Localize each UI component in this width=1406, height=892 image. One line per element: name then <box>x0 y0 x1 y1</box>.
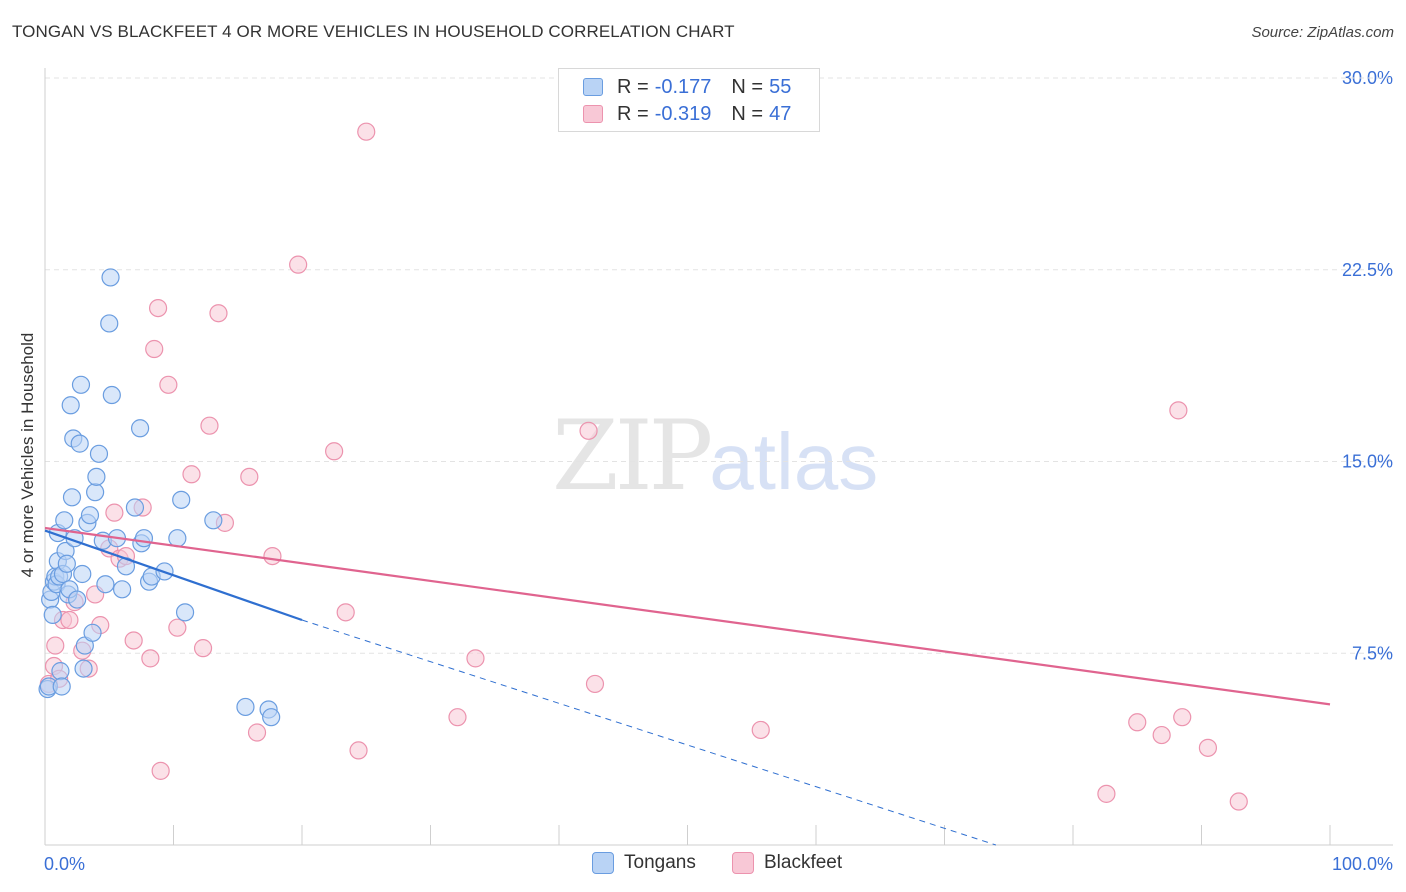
point-tongans <box>83 623 102 642</box>
point-tongans <box>89 444 109 463</box>
point-blackfeet <box>1173 708 1192 727</box>
point-blackfeet <box>357 122 376 141</box>
legend-r-label: R = <box>617 102 649 125</box>
point-tongans <box>73 564 92 584</box>
point-tongans <box>204 511 223 530</box>
y-tick-label: 30.0% <box>1342 68 1393 88</box>
point-blackfeet <box>60 610 79 630</box>
point-tongans <box>101 268 120 287</box>
bottom-legend-label-tongans: Tongans <box>624 852 696 873</box>
point-tongans <box>100 314 119 333</box>
point-tongans <box>55 511 74 530</box>
bottom-legend-tongans: Tongans <box>592 852 696 874</box>
legend-r-value-tongans: -0.177 <box>654 75 712 98</box>
legend-n-value-blackfeet: 47 <box>769 102 792 125</box>
point-blackfeet <box>263 546 282 566</box>
legend-n-label: N = <box>731 75 764 98</box>
point-blackfeet <box>145 339 164 359</box>
point-blackfeet <box>1169 401 1188 420</box>
point-tongans <box>96 575 115 594</box>
legend-r-label: R = <box>617 75 649 98</box>
point-blackfeet <box>141 649 160 668</box>
legend-n-value-tongans: 55 <box>769 75 792 98</box>
point-tongans <box>71 375 91 394</box>
point-blackfeet <box>1097 784 1116 803</box>
point-tongans <box>125 498 145 517</box>
point-blackfeet <box>1152 725 1171 745</box>
point-tongans <box>68 590 87 609</box>
trendline-extension-tongans <box>301 619 997 846</box>
point-blackfeet <box>151 761 170 780</box>
point-tongans <box>86 483 105 502</box>
point-tongans <box>51 662 70 681</box>
legend-swatch-blackfeet <box>583 105 603 123</box>
point-blackfeet <box>1128 713 1147 732</box>
point-tongans <box>175 603 195 622</box>
point-blackfeet <box>579 421 598 440</box>
point-tongans <box>43 605 62 625</box>
point-tongans <box>102 385 121 405</box>
point-blackfeet <box>193 639 213 658</box>
y-tick-label: 7.5% <box>1352 643 1393 663</box>
point-tongans <box>61 396 80 415</box>
point-blackfeet <box>124 631 143 650</box>
point-blackfeet <box>751 720 770 740</box>
y-tick-label: 15.0% <box>1342 452 1393 472</box>
point-blackfeet <box>46 636 65 655</box>
point-blackfeet <box>1229 792 1248 811</box>
bottom-legend-blackfeet: Blackfeet <box>732 852 842 874</box>
point-blackfeet <box>325 442 344 461</box>
point-tongans <box>130 419 150 438</box>
point-blackfeet <box>466 649 485 668</box>
x-tick-label-min: 0.0% <box>44 854 85 874</box>
bottom-legend-swatch-blackfeet <box>732 852 754 874</box>
point-tongans <box>62 488 82 507</box>
legend-n-label: N = <box>731 102 764 125</box>
point-blackfeet <box>289 255 308 274</box>
trendline-tongans <box>44 529 303 622</box>
bottom-legend-label-blackfeet: Blackfeet <box>764 852 843 873</box>
y-tick-label: 22.5% <box>1342 260 1393 280</box>
legend-row-tongans: R = -0.177 N = 55 <box>583 75 791 99</box>
legend-row-blackfeet: R = -0.319 N = 47 <box>583 102 791 126</box>
point-tongans <box>262 708 281 727</box>
point-blackfeet <box>240 467 259 486</box>
point-tongans <box>57 554 76 573</box>
watermark-zip: ZIP <box>552 400 713 512</box>
legend-swatch-tongans <box>583 78 603 96</box>
point-blackfeet <box>168 618 187 637</box>
point-tongans <box>134 529 154 548</box>
point-blackfeet <box>247 723 267 742</box>
point-tongans <box>70 434 89 453</box>
point-tongans <box>80 506 100 525</box>
point-blackfeet <box>1198 738 1218 757</box>
point-tongans <box>74 659 93 678</box>
point-tongans <box>112 580 132 599</box>
point-blackfeet <box>159 375 178 394</box>
point-tongans <box>168 529 187 548</box>
point-tongans <box>87 467 106 486</box>
point-blackfeet <box>105 503 124 522</box>
point-tongans <box>172 490 191 509</box>
bottom-legend-swatch-tongans <box>592 852 614 874</box>
point-blackfeet <box>209 304 228 323</box>
point-blackfeet <box>349 741 368 760</box>
point-blackfeet <box>200 416 219 435</box>
trendline-blackfeet <box>44 526 1331 706</box>
point-tongans <box>52 677 71 696</box>
x-tick-label-max: 100.0% <box>1332 854 1393 874</box>
point-blackfeet <box>148 299 168 318</box>
point-blackfeet <box>336 603 355 622</box>
source-credit: Source: ZipAtlas.com <box>1251 24 1394 41</box>
legend-r-value-blackfeet: -0.319 <box>654 102 712 125</box>
point-tongans <box>236 697 255 717</box>
chart-title: TONGAN VS BLACKFEET 4 OR MORE VEHICLES I… <box>12 22 735 41</box>
point-blackfeet <box>448 708 467 727</box>
point-blackfeet <box>585 674 605 694</box>
point-blackfeet <box>182 465 201 484</box>
correlation-legend: R = -0.177 N = 55 R = -0.319 N = 47 <box>558 68 820 132</box>
